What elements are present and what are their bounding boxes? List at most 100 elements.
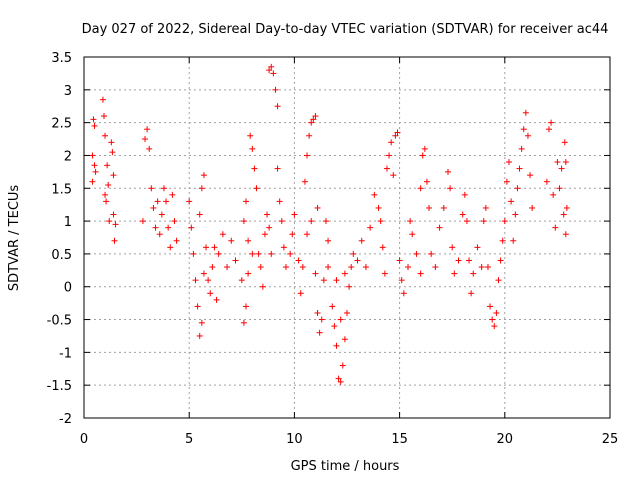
y-tick-label: 1 — [64, 215, 72, 230]
data-point — [329, 303, 336, 310]
data-point — [287, 250, 294, 257]
data-point — [377, 218, 384, 225]
data-point — [516, 165, 523, 172]
data-point — [451, 270, 458, 277]
data-point — [253, 185, 260, 192]
data-point — [529, 204, 536, 211]
data-point — [196, 211, 203, 218]
data-point — [436, 224, 443, 231]
data-point — [291, 211, 298, 218]
data-point — [108, 139, 115, 146]
data-point — [421, 145, 428, 152]
data-point — [552, 224, 559, 231]
data-point — [386, 152, 393, 159]
data-point — [194, 303, 201, 310]
data-point — [270, 70, 277, 77]
data-point — [249, 145, 256, 152]
data-point — [320, 277, 327, 284]
data-point — [520, 126, 527, 133]
data-point — [550, 191, 557, 198]
data-point — [255, 250, 262, 257]
data-point — [192, 277, 199, 284]
data-point — [558, 165, 565, 172]
data-point — [367, 224, 374, 231]
data-point — [375, 204, 382, 211]
data-point — [371, 191, 378, 198]
data-point — [512, 211, 519, 218]
data-point — [508, 198, 515, 205]
data-point — [493, 309, 500, 316]
data-point — [480, 218, 487, 225]
data-point — [245, 270, 252, 277]
data-point — [308, 119, 315, 126]
data-point — [444, 168, 451, 175]
data-point — [482, 204, 489, 211]
data-point — [335, 375, 342, 382]
y-tick-label: 3.5 — [51, 51, 72, 66]
data-point — [268, 63, 275, 70]
data-point — [455, 257, 462, 264]
data-point — [417, 185, 424, 192]
data-point — [308, 218, 315, 225]
data-point — [110, 172, 117, 179]
data-point — [268, 250, 275, 257]
data-point — [484, 264, 491, 271]
data-point — [563, 204, 570, 211]
data-point — [514, 185, 521, 192]
data-point — [156, 231, 163, 238]
data-point — [102, 191, 109, 198]
data-point — [381, 270, 388, 277]
data-point — [297, 290, 304, 297]
y-tick-label: -1.5 — [47, 379, 72, 394]
data-point — [432, 264, 439, 271]
data-point — [249, 250, 256, 257]
data-point — [341, 270, 348, 277]
data-point — [173, 237, 180, 244]
data-point — [104, 162, 111, 169]
data-point — [91, 162, 98, 169]
data-point — [188, 224, 195, 231]
data-point — [213, 296, 220, 303]
data-point — [487, 303, 494, 310]
data-point — [278, 218, 285, 225]
data-point — [282, 264, 289, 271]
data-point — [562, 231, 569, 238]
data-point — [100, 113, 107, 120]
data-point — [186, 198, 193, 205]
data-point — [325, 264, 332, 271]
data-point — [470, 270, 477, 277]
data-point — [333, 342, 340, 349]
data-point — [499, 237, 506, 244]
data-point — [232, 257, 239, 264]
data-point — [257, 264, 264, 271]
data-point — [390, 172, 397, 179]
data-point — [160, 185, 167, 192]
data-point — [105, 181, 112, 188]
y-tick-label: 2 — [64, 149, 72, 164]
data-point — [209, 264, 216, 271]
data-point — [354, 257, 361, 264]
data-point — [240, 319, 247, 326]
data-point — [259, 283, 266, 290]
data-point — [510, 237, 517, 244]
data-point — [148, 185, 155, 192]
data-point — [506, 159, 513, 166]
data-point — [392, 132, 399, 139]
data-point — [545, 126, 552, 133]
data-point — [144, 126, 151, 133]
data-point — [224, 264, 231, 271]
data-point — [400, 290, 407, 297]
data-point — [413, 250, 420, 257]
data-point — [562, 159, 569, 166]
data-point — [266, 67, 273, 74]
data-point — [440, 204, 447, 211]
data-point — [276, 198, 283, 205]
data-point — [522, 109, 529, 116]
data-point — [503, 178, 510, 185]
data-point — [243, 198, 250, 205]
data-point — [167, 244, 174, 251]
data-point — [548, 119, 555, 126]
data-point — [346, 283, 353, 290]
data-point — [289, 231, 296, 238]
data-point — [304, 152, 311, 159]
